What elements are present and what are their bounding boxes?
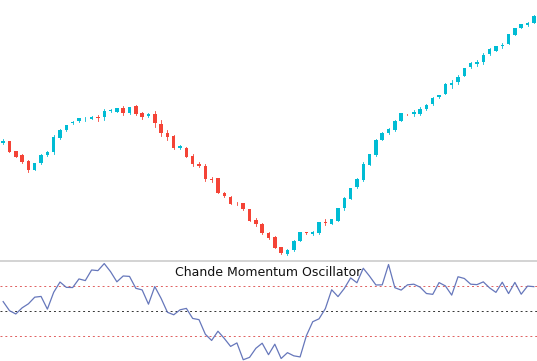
Bar	[519, 24, 523, 28]
Bar	[103, 111, 106, 117]
Bar	[64, 126, 68, 130]
Bar	[216, 178, 220, 193]
Bar	[33, 163, 37, 170]
Bar	[475, 62, 478, 64]
Bar	[400, 113, 403, 121]
Bar	[456, 77, 460, 82]
Bar	[437, 95, 441, 97]
Bar	[27, 161, 30, 170]
Bar	[418, 109, 422, 114]
Bar	[361, 164, 365, 180]
Bar	[330, 219, 333, 224]
Bar	[349, 188, 352, 199]
Bar	[494, 47, 498, 51]
Bar	[299, 232, 302, 241]
Bar	[292, 240, 295, 250]
Bar	[39, 156, 43, 163]
Bar	[526, 22, 529, 25]
Bar	[311, 232, 315, 234]
Bar	[178, 147, 182, 148]
Bar	[121, 108, 125, 113]
Bar	[393, 121, 397, 130]
Bar	[462, 68, 466, 75]
Bar	[2, 141, 5, 143]
Bar	[140, 113, 144, 117]
Bar	[343, 198, 346, 208]
Bar	[355, 179, 359, 187]
Bar	[513, 28, 517, 35]
Bar	[488, 49, 491, 54]
Bar	[260, 224, 264, 233]
Bar	[286, 250, 289, 254]
Text: Chande Momentum Oscillator: Chande Momentum Oscillator	[176, 266, 361, 279]
Bar	[374, 140, 378, 155]
Bar	[197, 164, 201, 166]
Bar	[115, 108, 119, 112]
Bar	[52, 137, 55, 152]
Bar	[128, 108, 131, 113]
Bar	[381, 132, 384, 140]
Bar	[267, 233, 270, 238]
Bar	[166, 133, 169, 137]
Bar	[387, 129, 390, 133]
Bar	[185, 148, 188, 157]
Bar	[8, 141, 11, 152]
Bar	[279, 247, 283, 253]
Bar	[153, 114, 156, 123]
Bar	[368, 154, 371, 165]
Bar	[229, 196, 233, 204]
Bar	[222, 193, 226, 196]
Bar	[159, 124, 163, 133]
Bar	[172, 136, 176, 148]
Bar	[14, 151, 18, 157]
Bar	[507, 34, 510, 44]
Bar	[425, 105, 428, 109]
Bar	[444, 83, 447, 94]
Bar	[210, 179, 213, 180]
Bar	[71, 122, 75, 123]
Bar	[248, 209, 251, 221]
Bar	[90, 117, 93, 119]
Bar	[254, 220, 258, 224]
Bar	[450, 83, 453, 85]
Bar	[20, 155, 24, 162]
Bar	[336, 208, 340, 221]
Bar	[412, 112, 416, 114]
Bar	[77, 118, 81, 121]
Bar	[59, 130, 62, 138]
Bar	[242, 203, 245, 209]
Bar	[317, 222, 321, 234]
Bar	[469, 63, 473, 67]
Bar	[191, 156, 194, 164]
Bar	[482, 56, 485, 62]
Bar	[500, 45, 504, 46]
Bar	[134, 106, 137, 114]
Bar	[147, 114, 150, 116]
Bar	[304, 232, 308, 234]
Bar	[204, 166, 207, 179]
Bar	[532, 16, 535, 23]
Bar	[46, 152, 49, 156]
Bar	[273, 237, 277, 248]
Bar	[431, 98, 434, 104]
